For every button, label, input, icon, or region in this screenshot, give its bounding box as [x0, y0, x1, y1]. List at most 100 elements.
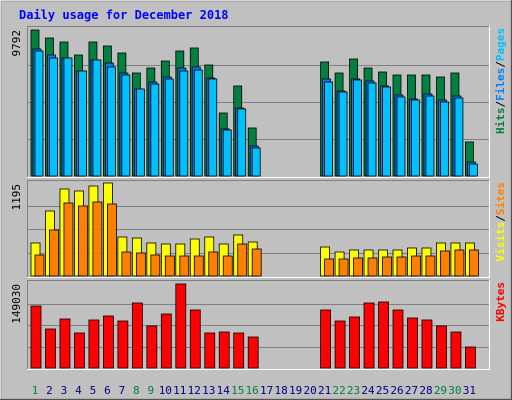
- bar-pages-day-5: [92, 59, 102, 177]
- day-label: 27: [405, 384, 418, 397]
- bar-kbytes-day-13: [204, 332, 216, 369]
- panel-kbytes: 149030 KBytes: [10, 280, 507, 370]
- day-label: 22: [332, 384, 345, 397]
- bar-sites-day-9: [150, 254, 161, 277]
- panel-visits-sites: 1195 Visits/Sites: [10, 180, 507, 278]
- bar-sites-day-26: [396, 256, 407, 277]
- day-label: 1: [32, 384, 39, 397]
- day-label: 30: [448, 384, 461, 397]
- bar-kbytes-day-4: [74, 332, 85, 369]
- day-label: 18: [275, 384, 288, 397]
- bar-pages-day-23: [353, 79, 362, 177]
- day-label: 6: [104, 384, 111, 397]
- bar-kbytes-day-25: [378, 301, 389, 369]
- day-label: 14: [217, 384, 231, 397]
- bar-pages-day-26: [396, 96, 406, 177]
- series-legend: KBytes: [494, 282, 507, 322]
- legend-visits: Visits: [494, 222, 507, 262]
- bar-pages-day-7: [121, 74, 131, 177]
- bar-sites-day-6: [107, 203, 117, 277]
- bar-pages-day-12: [193, 69, 203, 177]
- bar-kbytes-day-24: [363, 302, 375, 369]
- bar-kbytes-day-27: [407, 317, 418, 369]
- day-label: 3: [61, 384, 68, 397]
- bar-kbytes-day-23: [349, 316, 360, 369]
- bar-pages-day-14: [222, 129, 232, 177]
- legend-separator: /: [494, 215, 507, 222]
- bar-pages-day-6: [107, 66, 116, 177]
- bar-sites-day-14: [222, 255, 233, 277]
- bar-kbytes-day-5: [88, 319, 100, 369]
- y-max-label: 1195: [10, 184, 23, 211]
- bar-sites-day-25: [382, 256, 392, 277]
- bar-sites-day-21: [324, 258, 335, 277]
- bar-pages-day-15: [237, 108, 247, 177]
- bar-kbytes-day-9: [146, 325, 158, 369]
- bar-pages-day-27: [411, 99, 420, 177]
- bar-pages-day-4: [78, 70, 87, 177]
- bar-sites-day-13: [208, 251, 219, 277]
- day-label: 25: [376, 384, 389, 397]
- bar-sites-day-4: [78, 205, 88, 277]
- bar-pages-day-11: [179, 70, 189, 177]
- bar-kbytes-day-7: [117, 320, 129, 369]
- bar-pages-day-31: [468, 163, 478, 177]
- bar-pages-day-21: [324, 81, 334, 177]
- day-label: 23: [347, 384, 360, 397]
- bar-sites-day-31: [468, 249, 479, 277]
- bar-sites-day-1: [34, 254, 45, 277]
- bar-sites-day-27: [411, 255, 421, 277]
- bar-kbytes-day-12: [189, 309, 201, 369]
- series-legend: Visits/Sites: [494, 182, 507, 262]
- bar-kbytes-day-1: [30, 305, 42, 369]
- bar-sites-day-3: [63, 202, 74, 277]
- bar-kbytes-day-22: [334, 320, 346, 369]
- bar-pages-day-13: [208, 78, 218, 177]
- bar-pages-day-29: [440, 101, 449, 177]
- y-max-label: 149030: [10, 284, 23, 324]
- bar-pages-day-2: [49, 57, 58, 177]
- bar-pages-day-28: [425, 95, 435, 177]
- day-label: 21: [318, 384, 331, 397]
- bar-sites-day-29: [440, 250, 450, 277]
- day-label: 7: [119, 384, 126, 397]
- bar-sites-day-22: [338, 258, 349, 277]
- bar-sites-day-12: [193, 255, 204, 277]
- bar-sites-day-5: [92, 201, 103, 277]
- bar-sites-day-2: [49, 229, 59, 277]
- day-label: 16: [246, 384, 259, 397]
- bar-kbytes-day-6: [103, 315, 114, 369]
- legend-pages: Pages: [494, 28, 507, 61]
- bar-pages-day-1: [34, 50, 44, 177]
- day-label: 2: [46, 384, 53, 397]
- day-label: 26: [390, 384, 403, 397]
- bar-kbytes-day-3: [59, 318, 71, 369]
- bar-pages-day-9: [150, 83, 160, 177]
- bar-sites-day-30: [454, 249, 465, 277]
- legend-hits: Hits: [494, 108, 507, 135]
- legend-separator: /: [494, 101, 507, 108]
- bar-sites-day-11: [179, 255, 190, 277]
- bar-pages-day-10: [164, 78, 174, 177]
- day-label: 15: [231, 384, 244, 397]
- y-max-label: 9792: [10, 30, 23, 57]
- bar-kbytes-day-26: [392, 309, 404, 369]
- bar-kbytes-day-30: [450, 331, 462, 369]
- bar-kbytes-day-29: [436, 325, 447, 369]
- bar-kbytes-day-11: [175, 283, 187, 369]
- bar-pages-day-25: [382, 86, 391, 177]
- day-label: 9: [148, 384, 155, 397]
- bar-sites-day-15: [237, 243, 248, 277]
- bar-kbytes-day-31: [464, 346, 476, 369]
- day-label: 24: [361, 384, 375, 397]
- legend-sites: Sites: [494, 182, 507, 215]
- day-label: 4: [75, 384, 82, 397]
- day-label: 12: [188, 384, 201, 397]
- bar-sites-day-7: [121, 251, 132, 277]
- day-label: 13: [202, 384, 215, 397]
- day-label: 20: [303, 384, 316, 397]
- bar-kbytes-day-21: [320, 309, 332, 369]
- legend-kbytes: KBytes: [494, 282, 507, 322]
